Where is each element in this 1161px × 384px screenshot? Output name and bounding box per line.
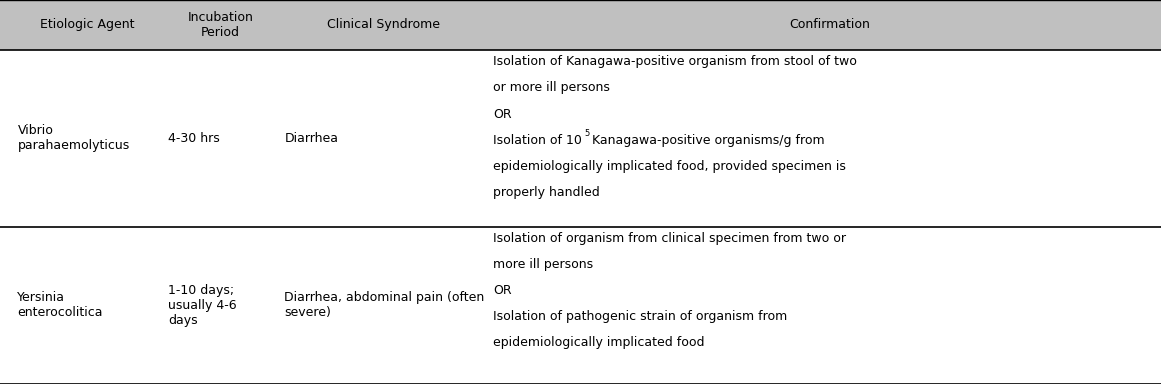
Text: Vibrio
parahaemolyticus: Vibrio parahaemolyticus [17, 124, 130, 152]
Text: epidemiologically implicated food, provided specimen is: epidemiologically implicated food, provi… [493, 160, 846, 173]
Text: 5: 5 [584, 129, 590, 138]
Bar [0, 227, 1161, 384]
Text: 1-10 days;
usually 4-6
days: 1-10 days; usually 4-6 days [168, 284, 237, 327]
Text: OR: OR [493, 284, 512, 297]
Text: Etiologic Agent: Etiologic Agent [39, 18, 135, 31]
Text: OR: OR [493, 108, 512, 121]
Text: Confirmation: Confirmation [789, 18, 871, 31]
Text: Isolation of Kanagawa-positive organism from stool of two: Isolation of Kanagawa-positive organism … [493, 55, 857, 68]
Bar [0, 0, 1161, 50]
Text: epidemiologically implicated food: epidemiologically implicated food [493, 336, 705, 349]
Text: Diarrhea: Diarrhea [284, 132, 339, 145]
Text: Clinical Syndrome: Clinical Syndrome [326, 18, 440, 31]
Text: or more ill persons: or more ill persons [493, 81, 611, 94]
Text: Isolation of 10: Isolation of 10 [493, 134, 583, 147]
Text: Diarrhea, abdominal pain (often
severe): Diarrhea, abdominal pain (often severe) [284, 291, 484, 319]
Text: Incubation
Period: Incubation Period [188, 11, 253, 39]
Text: properly handled: properly handled [493, 186, 600, 199]
Text: Yersinia
enterocolitica: Yersinia enterocolitica [17, 291, 103, 319]
Text: 4-30 hrs: 4-30 hrs [168, 132, 221, 145]
Bar [0, 50, 1161, 227]
Text: Isolation of organism from clinical specimen from two or: Isolation of organism from clinical spec… [493, 232, 846, 245]
Text: Kanagawa-positive organisms/g from: Kanagawa-positive organisms/g from [589, 134, 825, 147]
Text: Isolation of pathogenic strain of organism from: Isolation of pathogenic strain of organi… [493, 310, 787, 323]
Text: more ill persons: more ill persons [493, 258, 593, 271]
